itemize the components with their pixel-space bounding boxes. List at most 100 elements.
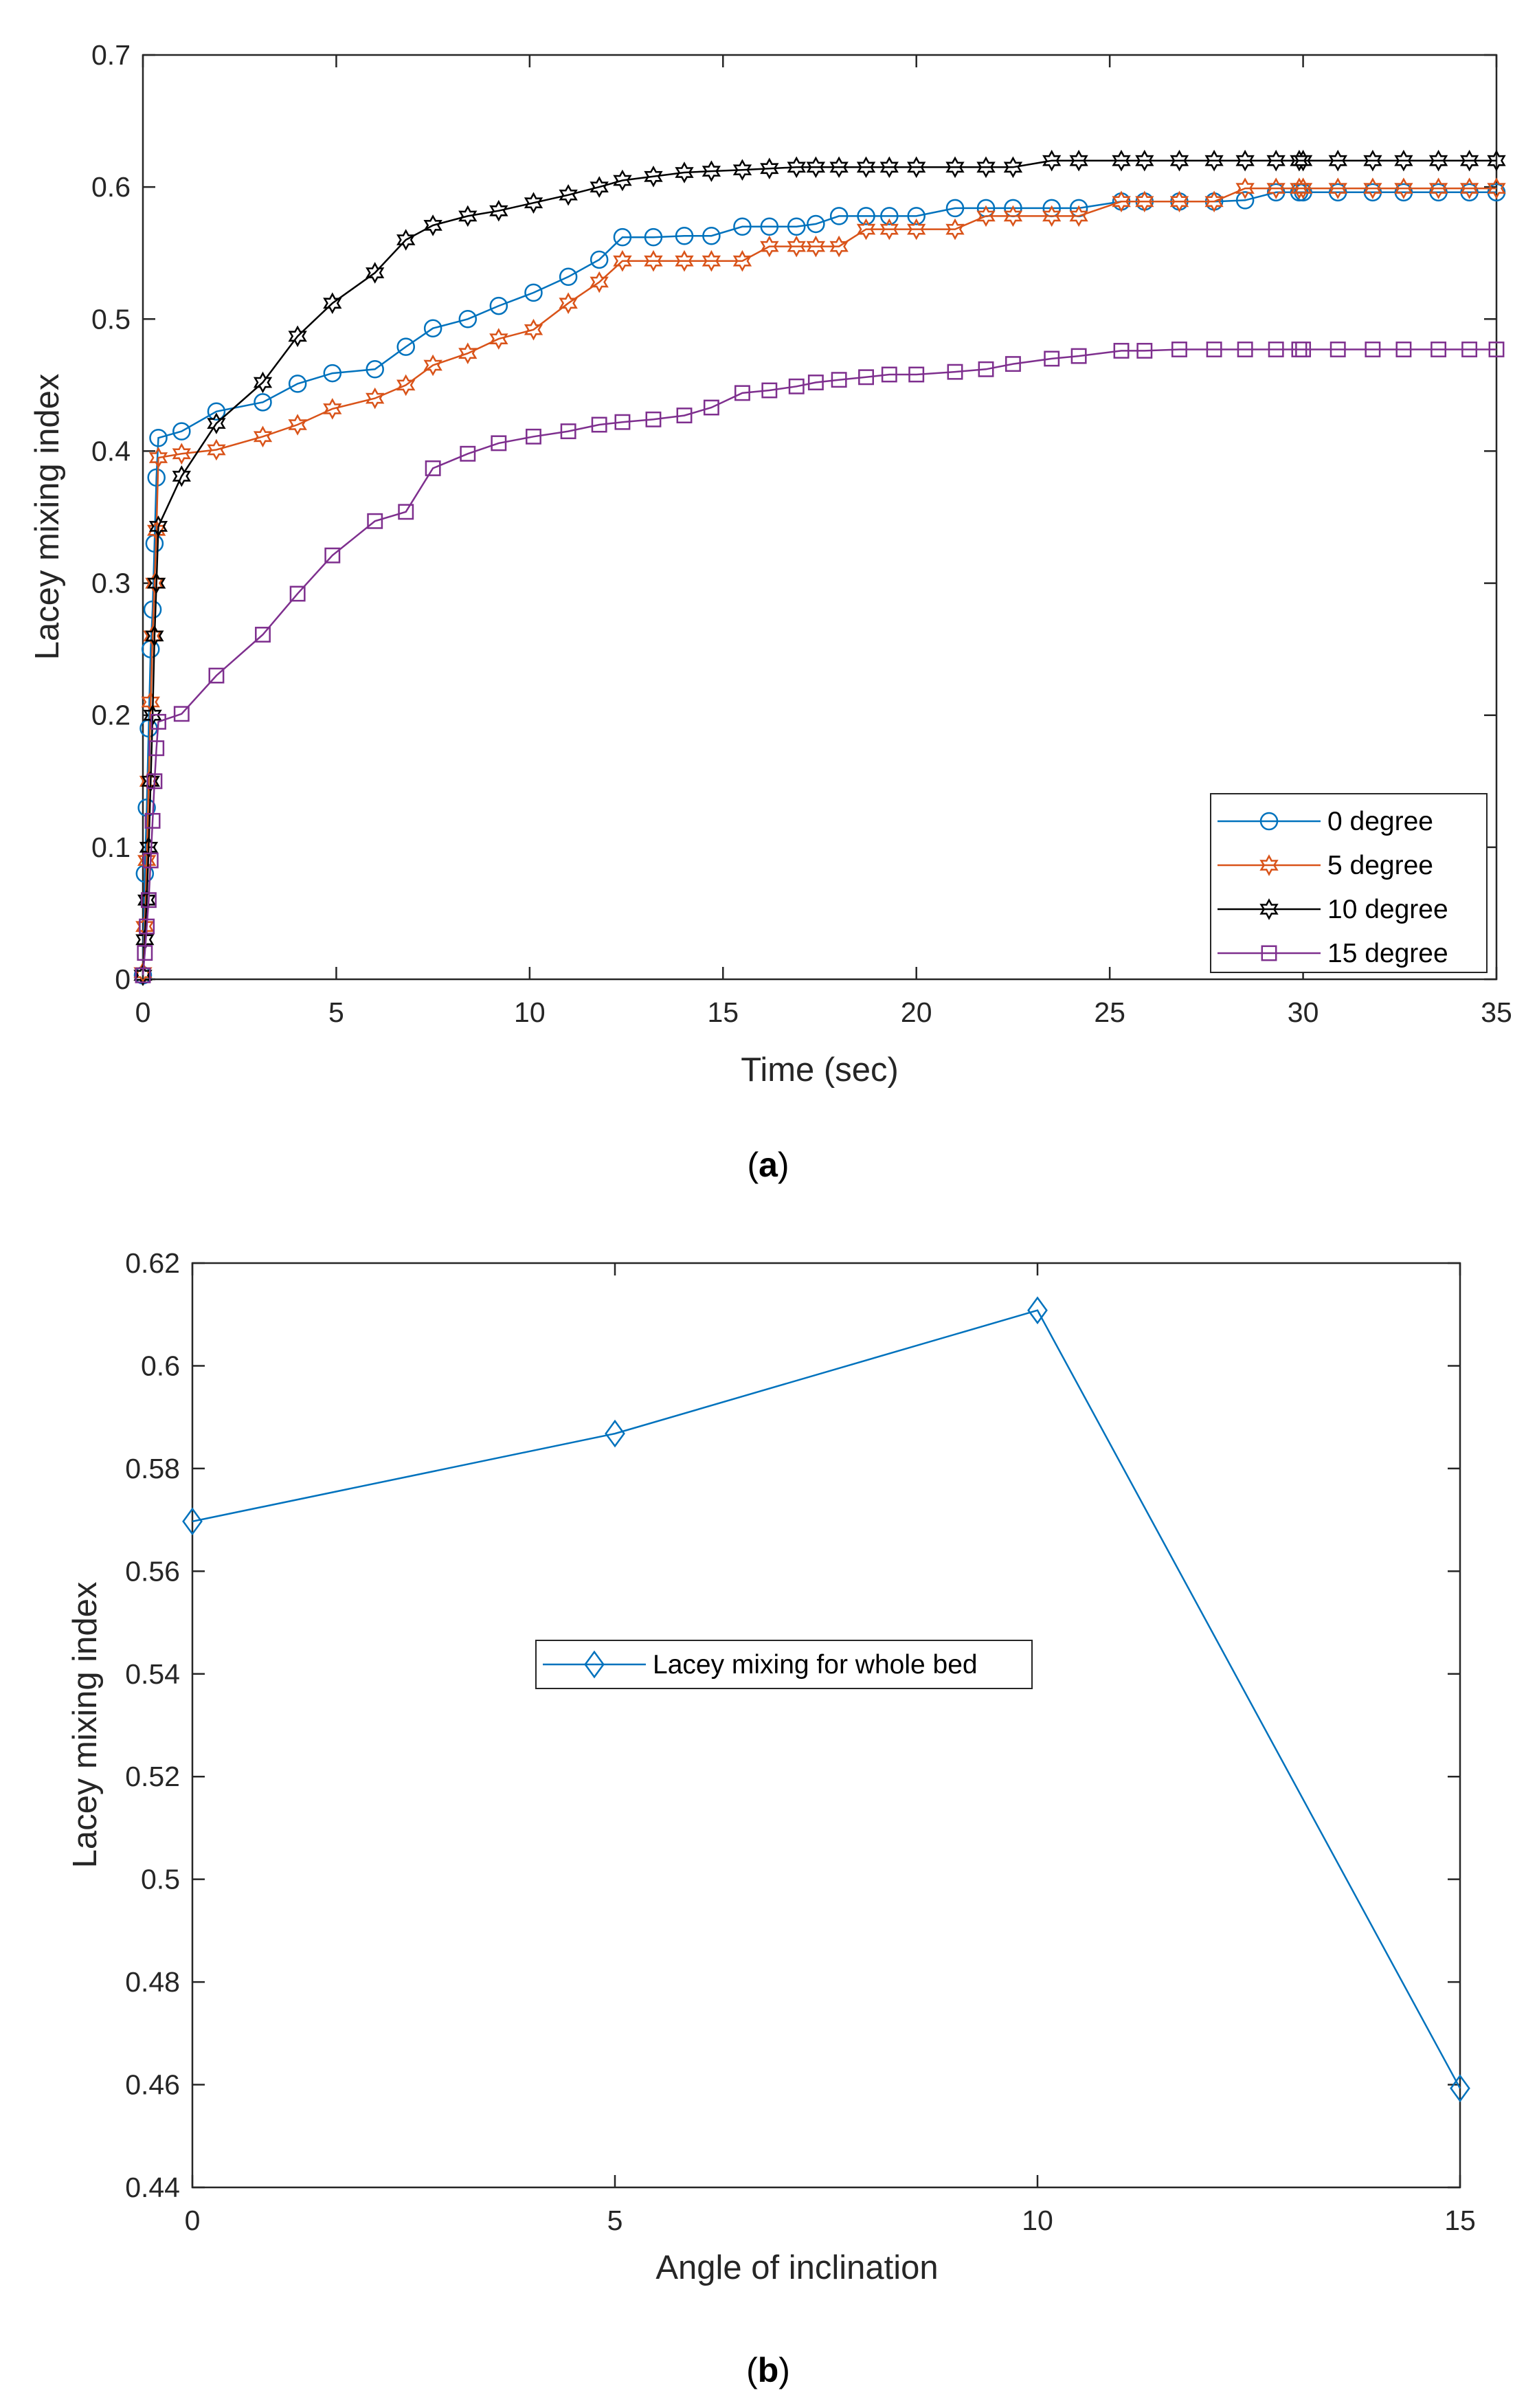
data-point xyxy=(1487,177,1506,199)
data-point xyxy=(1204,190,1224,213)
y-tick-label: 0.62 xyxy=(125,1247,180,1279)
x-tick-label: 35 xyxy=(1481,996,1512,1028)
data-point xyxy=(702,226,721,245)
data-point xyxy=(491,435,507,452)
data-point xyxy=(858,369,874,386)
data-point xyxy=(760,235,779,258)
data-point xyxy=(524,283,543,302)
caption-a-close: ) xyxy=(778,1146,789,1184)
y-tick-label: 0.56 xyxy=(125,1555,180,1587)
x-tick-label: 15 xyxy=(707,996,739,1028)
data-point xyxy=(137,849,157,871)
data-point xyxy=(806,235,826,258)
data-point xyxy=(1394,149,1413,172)
caption-a-letter: a xyxy=(759,1146,778,1184)
data-point xyxy=(644,227,663,247)
data-point xyxy=(172,443,191,465)
data-point xyxy=(590,250,609,269)
data-point xyxy=(1363,177,1382,199)
data-point xyxy=(1005,356,1021,372)
series-group-a xyxy=(133,149,1506,986)
caption-a: (a) xyxy=(747,1146,789,1184)
data-point xyxy=(288,414,307,436)
data-point xyxy=(605,1419,625,1448)
data-point xyxy=(1069,149,1088,172)
plot-area-b xyxy=(191,1262,1461,2189)
data-point xyxy=(976,205,996,227)
data-point xyxy=(255,627,271,643)
data-point xyxy=(1136,342,1153,359)
series-lacey-mixing-for-whole-bed xyxy=(182,1296,1470,2103)
data-point xyxy=(831,372,847,388)
data-point xyxy=(253,371,273,394)
data-point xyxy=(1204,149,1224,172)
data-point xyxy=(423,354,442,377)
data-point xyxy=(1293,177,1313,199)
data-point xyxy=(173,706,190,722)
chart-panel-a: 0 5 10 15 20 25 30 35 0 0.1 0.2 0.3 0.4 0.5 0.6 0.7 Ti… xyxy=(29,39,1512,1184)
data-point xyxy=(1206,342,1222,357)
y-tick-label: 0.48 xyxy=(125,1966,180,1998)
data-point xyxy=(1487,149,1506,172)
data-point xyxy=(734,385,750,401)
data-point xyxy=(1328,149,1347,172)
data-point xyxy=(135,967,151,983)
y-tick-label: 0.46 xyxy=(125,2069,180,2101)
data-point xyxy=(139,836,159,858)
data-point xyxy=(289,586,306,602)
data-point xyxy=(1003,205,1023,227)
legend-entry-label: Lacey mixing for whole bed xyxy=(653,1650,978,1680)
data-point xyxy=(137,798,156,817)
y-tick-label: 0.2 xyxy=(91,700,131,731)
data-point xyxy=(1070,348,1087,364)
x-axis-b: 0 5 10 15 xyxy=(185,1263,1476,2236)
data-point xyxy=(526,428,541,445)
data-point xyxy=(645,411,662,427)
data-point xyxy=(702,249,721,272)
data-point xyxy=(144,812,161,829)
legend-b: Lacey mixing for whole bed xyxy=(535,1640,1033,1689)
data-point xyxy=(146,773,163,790)
data-point xyxy=(1003,156,1023,179)
legend-entry-label: 0 degree xyxy=(1327,807,1433,836)
data-point xyxy=(288,375,307,393)
data-point xyxy=(423,319,442,337)
data-point xyxy=(140,892,157,908)
y-tick-label: 0.7 xyxy=(91,39,131,71)
data-point xyxy=(489,328,508,350)
y-axis-label-b: Lacey mixing index xyxy=(67,1582,104,1869)
data-point xyxy=(829,207,849,225)
data-point xyxy=(856,218,876,241)
data-point xyxy=(829,235,849,258)
data-point xyxy=(676,408,693,423)
data-point xyxy=(806,156,826,179)
x-tick-label: 15 xyxy=(1444,2205,1476,2236)
series-group-b xyxy=(182,1296,1470,2103)
data-point xyxy=(172,422,191,441)
series-15-degree xyxy=(135,342,1505,983)
legend-swatch-marker xyxy=(1259,854,1279,876)
y-tick-label: 0.6 xyxy=(91,171,131,203)
data-point xyxy=(1428,149,1448,172)
data-point xyxy=(208,667,225,684)
data-point xyxy=(1266,149,1286,172)
data-point xyxy=(908,366,925,383)
data-point xyxy=(856,156,876,179)
y-tick-label: 0.58 xyxy=(125,1453,180,1484)
data-point xyxy=(644,249,663,272)
data-point xyxy=(945,156,965,179)
data-point xyxy=(148,515,168,537)
data-point xyxy=(366,387,385,410)
data-point xyxy=(1169,149,1189,172)
data-point xyxy=(614,414,631,430)
x-tick-label: 10 xyxy=(1022,2205,1053,2236)
data-point xyxy=(947,364,963,380)
data-point xyxy=(148,740,165,757)
data-point xyxy=(559,267,578,287)
x-axis-label-a: Time (sec) xyxy=(741,1051,899,1089)
data-point xyxy=(524,192,543,214)
data-point xyxy=(1328,177,1347,199)
data-point xyxy=(1363,149,1382,172)
series-line xyxy=(142,159,1496,976)
y-tick-label: 0.4 xyxy=(91,435,131,467)
